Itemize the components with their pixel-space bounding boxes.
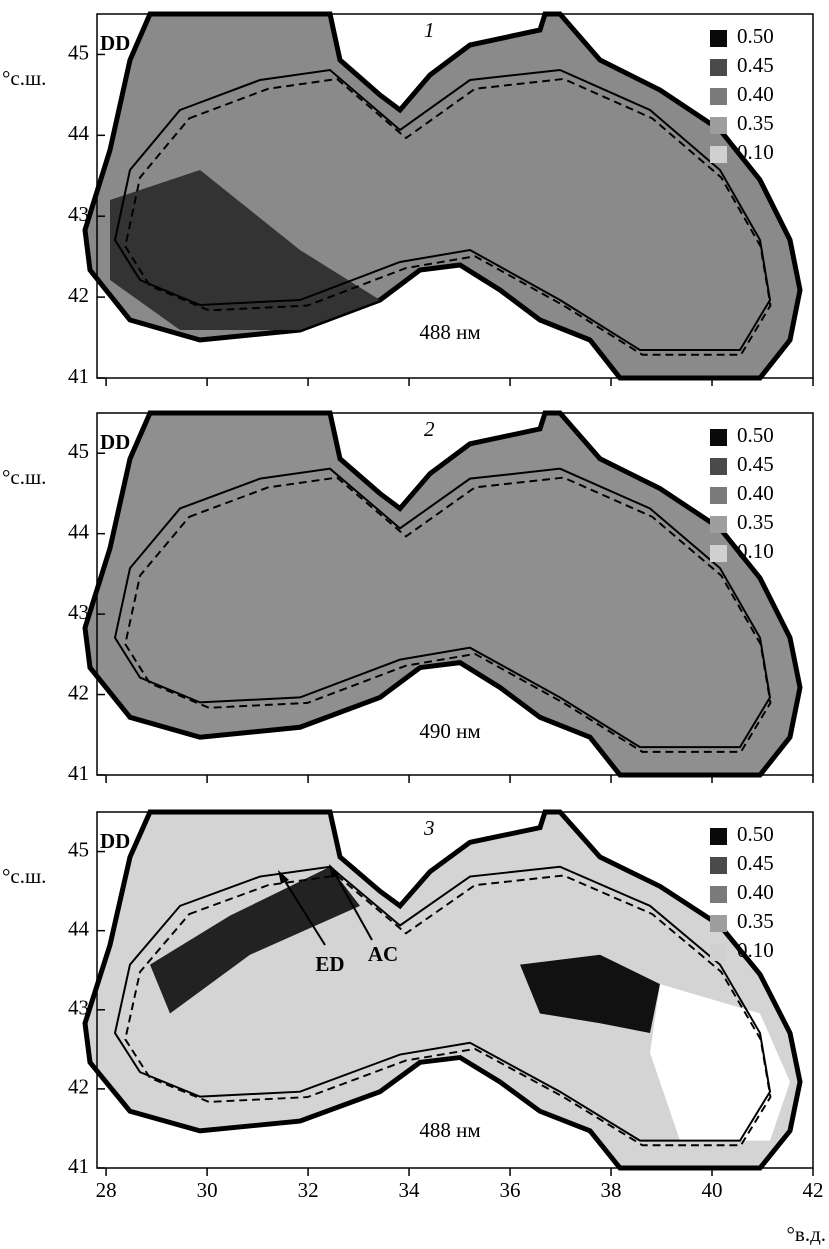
legend-swatch	[710, 886, 727, 903]
wavelength-label: 488 нм	[419, 1118, 480, 1142]
legend-swatch	[710, 146, 727, 163]
legend-label: 0.35	[737, 510, 774, 534]
legend-swatch	[710, 88, 727, 105]
legend-swatch	[710, 915, 727, 932]
legend-label: 0.10	[737, 539, 774, 563]
wavelength-label: 490 нм	[419, 719, 480, 743]
legend-label: 0.50	[737, 423, 774, 447]
panel-number: 2	[424, 417, 435, 441]
legend-swatch	[710, 458, 727, 475]
legend-label: 0.45	[737, 452, 774, 476]
x-tick-label: 28	[96, 1178, 117, 1202]
legend-label: 0.10	[737, 938, 774, 962]
legend-label: 0.10	[737, 140, 774, 164]
legend-label: 0.50	[737, 822, 774, 846]
y-tick-label: 45	[68, 40, 89, 64]
x-tick-label: 36	[500, 1178, 521, 1202]
region-label: DD	[100, 829, 130, 853]
y-tick-label: 44	[68, 916, 90, 940]
panel-number: 3	[423, 816, 435, 840]
x-tick-label: 38	[601, 1178, 622, 1202]
x-tick-label: 30	[197, 1178, 218, 1202]
figure: 41 42 43 44 45 °с.ш. DD 1 488 нм 0.50 0.45 0.40 0.35…	[0, 0, 829, 1249]
y-tick-label: 45	[68, 837, 89, 861]
map-panel	[85, 812, 800, 1168]
x-axis-label: °в.д.	[787, 1222, 827, 1246]
y-axis-label: °с.ш.	[2, 66, 46, 90]
x-tick-label: 32	[298, 1178, 319, 1202]
y-tick-label: 43	[68, 202, 89, 226]
region-label: DD	[100, 31, 130, 55]
legend-label: 0.45	[737, 53, 774, 77]
panel-number: 1	[424, 18, 435, 42]
legend-label: 0.35	[737, 909, 774, 933]
annotation: ED	[315, 952, 344, 976]
legend-swatch	[710, 545, 727, 562]
x-tick-label: 40	[702, 1178, 723, 1202]
x-tick-label: 42	[803, 1178, 824, 1202]
legend-swatch	[710, 944, 727, 961]
legend-label: 0.40	[737, 82, 774, 106]
legend-label: 0.50	[737, 24, 774, 48]
region-label: DD	[100, 430, 130, 454]
legend-label: 0.40	[737, 481, 774, 505]
legend-swatch	[710, 30, 727, 47]
legend-label: 0.40	[737, 880, 774, 904]
legend-swatch	[710, 857, 727, 874]
annotation: AC	[368, 942, 398, 966]
y-axis-label: °с.ш.	[2, 465, 46, 489]
y-axis-label: °с.ш.	[2, 864, 46, 888]
legend-swatch	[710, 828, 727, 845]
y-tick-label: 43	[68, 996, 89, 1020]
y-tick-label: 44	[68, 121, 90, 145]
y-tick-label: 42	[68, 680, 89, 704]
y-tick-label: 41	[68, 364, 89, 388]
legend-swatch	[710, 516, 727, 533]
y-tick-label: 43	[68, 600, 89, 624]
y-tick-label: 45	[68, 439, 89, 463]
legend-label: 0.35	[737, 111, 774, 135]
y-tick-label: 42	[68, 1075, 89, 1099]
y-tick-label: 41	[68, 1154, 89, 1178]
legend-label: 0.45	[737, 851, 774, 875]
legend-swatch	[710, 117, 727, 134]
y-tick-label: 41	[68, 761, 89, 785]
y-tick-label: 42	[68, 283, 89, 307]
y-tick-label: 44	[68, 519, 90, 543]
x-tick-label: 34	[399, 1178, 421, 1202]
legend-swatch	[710, 487, 727, 504]
wavelength-label: 488 нм	[419, 320, 480, 344]
legend-swatch	[710, 429, 727, 446]
legend-swatch	[710, 59, 727, 76]
